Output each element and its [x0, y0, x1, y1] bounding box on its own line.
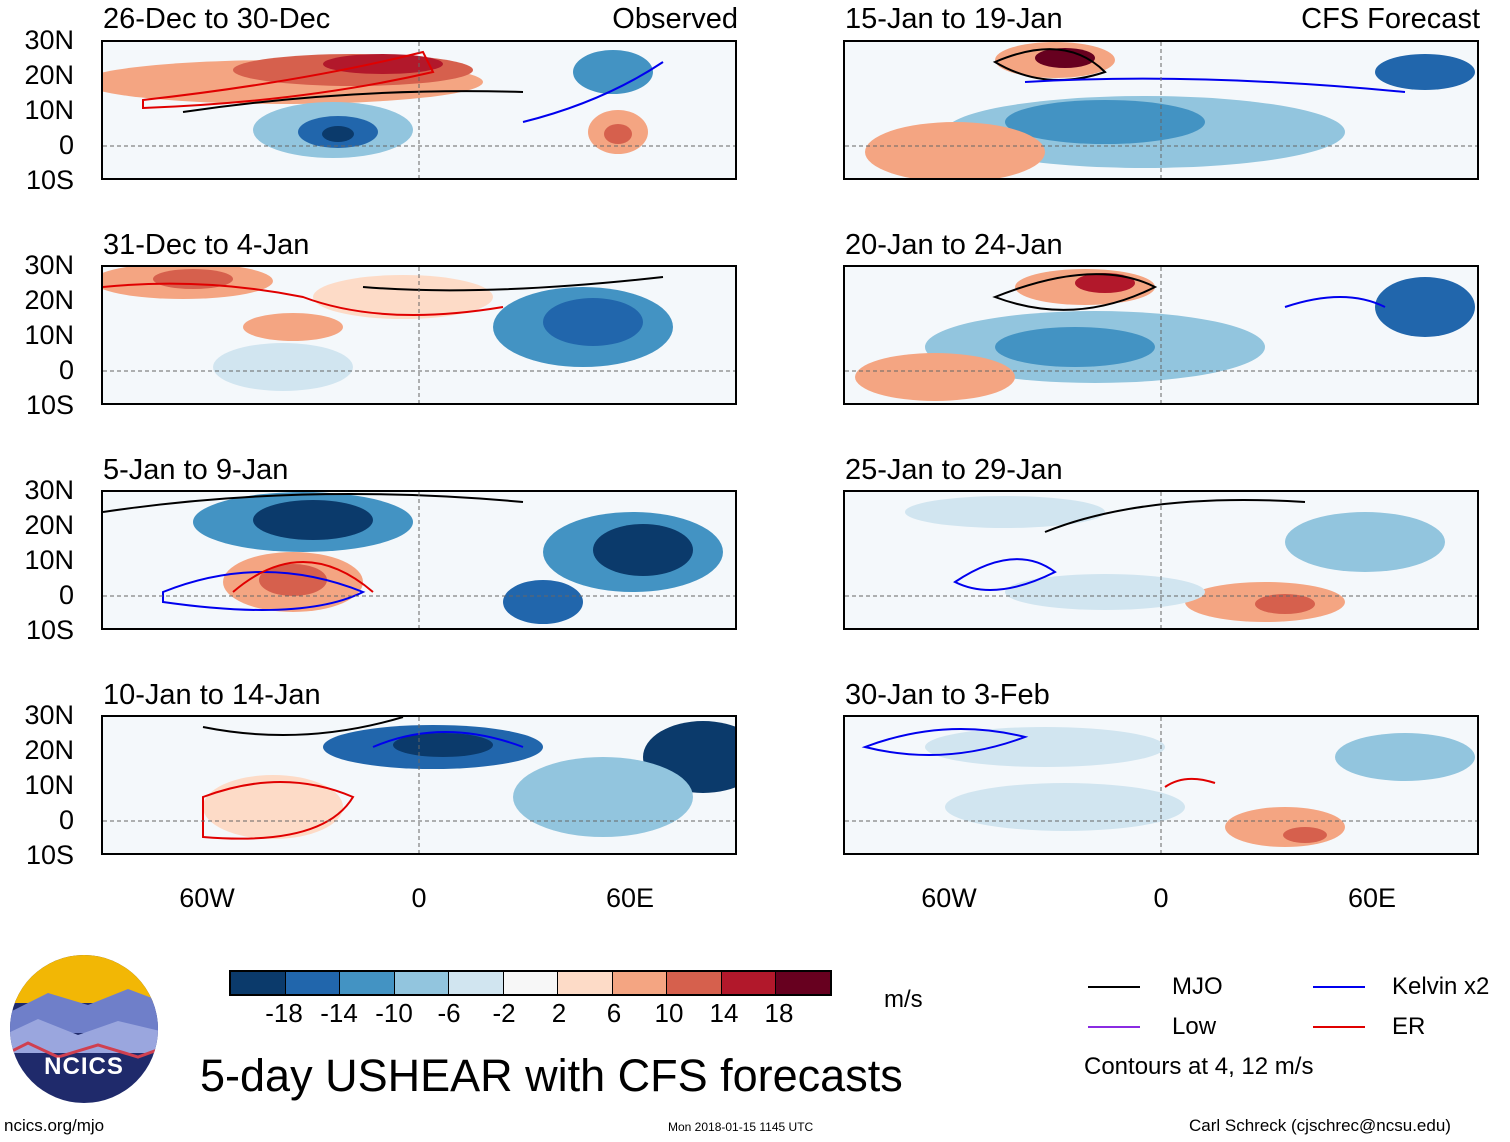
lat-label: 30N	[24, 475, 74, 505]
lat-label: 0	[58, 130, 74, 160]
colorbar-label: -2	[492, 998, 516, 1028]
legend-label: ER	[1392, 1013, 1426, 1040]
colorbar-unit: m/s	[884, 986, 923, 1013]
footer-link[interactable]: ncics.org/mjo	[4, 1116, 105, 1135]
lat-label: 20N	[24, 60, 74, 90]
lon-label: 60E	[605, 883, 655, 913]
legend-swatch-er	[1313, 1026, 1365, 1028]
map-panel	[843, 490, 1479, 630]
map-panel	[843, 265, 1479, 405]
panel-title: 10-Jan to 14-Jan	[103, 679, 321, 711]
colorbar-swatch	[721, 972, 777, 994]
panel-title: 31-Dec to 4-Jan	[103, 229, 310, 261]
main-title: 5-day USHEAR with CFS forecasts	[200, 1050, 903, 1101]
legend-swatch-kelvin	[1313, 986, 1365, 988]
lon-label: 60W	[921, 883, 977, 913]
panel-title: 30-Jan to 3-Feb	[845, 679, 1050, 711]
map-panel	[843, 40, 1479, 180]
lat-label: 20N	[24, 285, 74, 315]
lat-label: 10S	[25, 840, 74, 870]
colorbar-label: 6	[606, 998, 622, 1028]
panel-tag: CFS Forecast	[1301, 3, 1480, 35]
map-panel	[101, 715, 737, 855]
lat-label: 10S	[25, 390, 74, 420]
colorbar-swatch	[231, 972, 286, 994]
colorbar-swatch	[340, 972, 395, 994]
colorbar-label: -18	[265, 998, 303, 1028]
lat-label: 10N	[24, 320, 74, 350]
colorbar-label: -6	[437, 998, 461, 1028]
lon-label: 60E	[1347, 883, 1397, 913]
lat-label: 30N	[24, 25, 74, 55]
footer-timestamp: Mon 2018-01-15 1145 UTC	[668, 1120, 814, 1134]
colorbar-swatch	[394, 972, 450, 994]
legend-label: Low	[1172, 1013, 1217, 1040]
map-panel	[843, 715, 1479, 855]
colorbar-label: -10	[375, 998, 413, 1028]
colorbar-label: 10	[654, 998, 684, 1028]
colorbar-swatch	[558, 972, 613, 994]
ncics-logo: NCICS	[8, 953, 160, 1105]
legend-swatch-low	[1088, 1026, 1140, 1028]
colorbar-label: 14	[709, 998, 739, 1028]
lon-label: 0	[411, 883, 427, 913]
colorbar-swatch	[449, 972, 504, 994]
lat-label: 10S	[25, 615, 74, 645]
lat-label: 0	[58, 805, 74, 835]
lat-label: 0	[58, 580, 74, 610]
lat-label: 10N	[24, 770, 74, 800]
lat-label: 20N	[24, 735, 74, 765]
colorbar-swatch	[667, 972, 722, 994]
colorbar-swatch	[285, 972, 341, 994]
lat-label: 30N	[24, 250, 74, 280]
colorbar	[229, 970, 832, 996]
logo-text: NCICS	[44, 1053, 124, 1080]
legend-label: Kelvin x2	[1392, 973, 1490, 1000]
map-panel	[101, 490, 737, 630]
colorbar-label: -14	[320, 998, 358, 1028]
colorbar-swatch	[503, 972, 559, 994]
lon-label: 0	[1153, 883, 1169, 913]
lat-label: 20N	[24, 510, 74, 540]
colorbar-label: 18	[764, 998, 794, 1028]
lon-label: 60W	[179, 883, 235, 913]
legend-swatch-mjo	[1088, 986, 1140, 988]
legend-note: Contours at 4, 12 m/s	[1084, 1053, 1314, 1080]
colorbar-swatch	[776, 972, 831, 994]
lat-label: 0	[58, 355, 74, 385]
lat-label: 10N	[24, 95, 74, 125]
panel-tag: Observed	[612, 3, 738, 35]
legend-label: MJO	[1172, 973, 1223, 1000]
panel-title: 20-Jan to 24-Jan	[845, 229, 1063, 261]
panel-title: 25-Jan to 29-Jan	[845, 454, 1063, 486]
map-panel	[101, 265, 737, 405]
footer-credit: Carl Schreck (cjschrec@ncsu.edu)	[1189, 1116, 1451, 1135]
lat-label: 30N	[24, 700, 74, 730]
colorbar-swatch	[612, 972, 668, 994]
map-panel	[101, 40, 737, 180]
colorbar-label: 2	[551, 998, 567, 1028]
lat-label: 10S	[25, 165, 74, 195]
panel-title: 5-Jan to 9-Jan	[103, 454, 289, 486]
panel-title: 26-Dec to 30-Dec	[103, 3, 331, 35]
lat-label: 10N	[24, 545, 74, 575]
panel-title: 15-Jan to 19-Jan	[845, 3, 1063, 35]
